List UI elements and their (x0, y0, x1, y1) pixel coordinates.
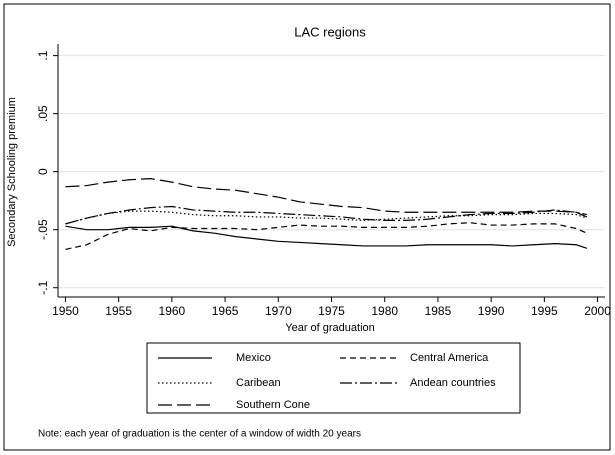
legend-label: Central America (410, 352, 489, 364)
x-tick-label: 1990 (478, 304, 505, 318)
y-axis-title: Secondary Schooling premium (6, 97, 18, 247)
x-tick-label: 1960 (159, 304, 186, 318)
legend-box (146, 342, 521, 414)
note: Note: each year of graduation is the cen… (38, 429, 361, 440)
x-tick-label: 1970 (265, 304, 292, 318)
x-tick-label: 2000 (584, 304, 611, 318)
series-line (65, 210, 588, 225)
legend-label: Southern Cone (236, 399, 310, 411)
x-tick-label: 1950 (52, 304, 79, 318)
y-tick-label: -.1 (36, 280, 50, 294)
y-tick-label: -.05 (36, 219, 50, 240)
x-tick-label: 1995 (531, 304, 558, 318)
y-tick-label: 0 (36, 168, 50, 175)
legend-label: Andean countries (410, 377, 496, 389)
x-tick-label: 1980 (371, 304, 398, 318)
x-axis-title: Year of graduation (285, 322, 375, 334)
series-line (65, 178, 588, 218)
x-tick-label: 1955 (105, 304, 132, 318)
x-tick-label: 1965 (212, 304, 239, 318)
legend-label: Caribean (236, 377, 281, 389)
x-tick-label: 1985 (425, 304, 452, 318)
series-line (65, 222, 588, 251)
chart-title: LAC regions (294, 24, 366, 39)
y-tick-label: .05 (36, 105, 50, 122)
y-tick-label: .1 (36, 50, 50, 60)
legend-label: Mexico (236, 352, 271, 364)
x-tick-label: 1975 (318, 304, 345, 318)
series-line (65, 225, 588, 249)
series-line (65, 205, 588, 225)
